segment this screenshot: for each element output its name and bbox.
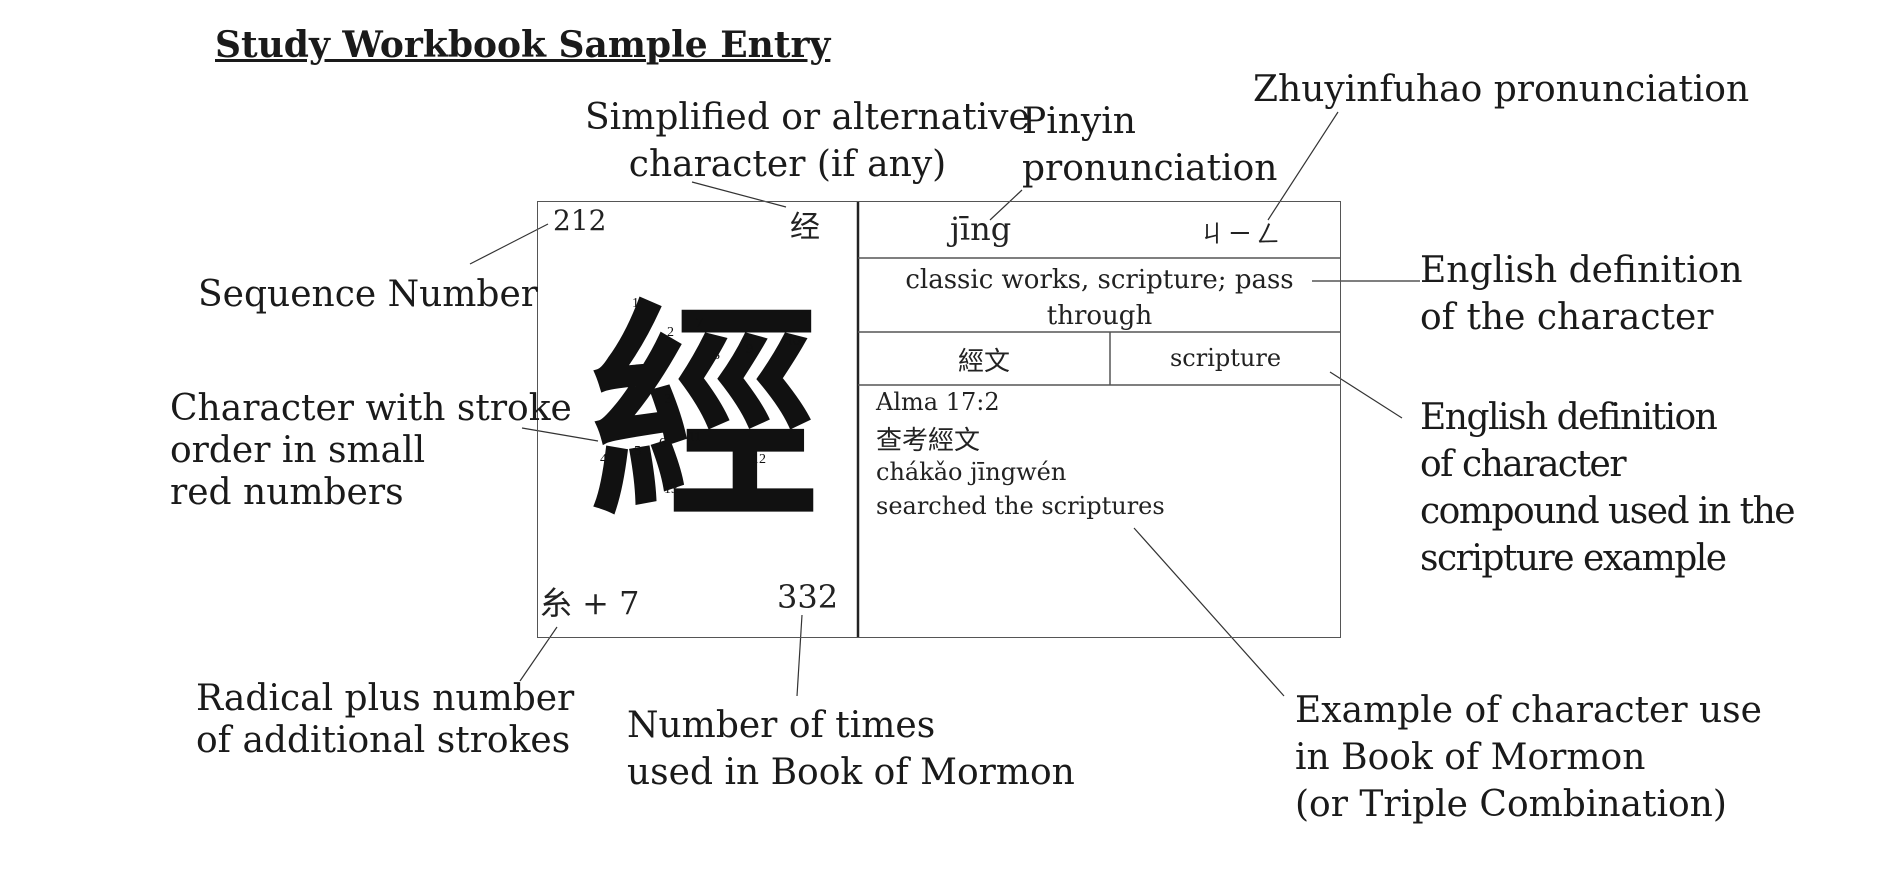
label-line: Pinyin	[1022, 98, 1277, 145]
stroke-number: 5	[634, 444, 641, 460]
example-english: searched the scriptures	[876, 492, 1165, 520]
label-line: Character with stroke	[170, 388, 572, 430]
stroke-number: 9	[746, 342, 753, 358]
label-line: Zhuyinfuhao pronunciation	[1253, 66, 1749, 113]
stroke-number: 12	[752, 452, 766, 468]
label-line: of character	[1420, 441, 1794, 488]
label-line: pronunciation	[1022, 145, 1277, 192]
label-line: Example of character use	[1295, 687, 1762, 734]
label-simplified: Simplified or alternative character (if …	[585, 94, 990, 188]
label-line: character (if any)	[585, 141, 990, 188]
label-line: of the character	[1420, 294, 1743, 341]
label-line: used in Book of Mormon	[627, 749, 1075, 796]
label-line: English definition	[1420, 247, 1743, 294]
compound-definition: scripture	[1110, 344, 1341, 372]
stroke-number: 2	[667, 325, 674, 341]
label-line: red numbers	[170, 472, 572, 514]
label-zhuyin: Zhuyinfuhao pronunciation	[1253, 66, 1749, 113]
label-line: scripture example	[1420, 535, 1794, 582]
times-used-count: 332	[777, 578, 838, 616]
label-compound-def: English definition of character compound…	[1420, 394, 1794, 582]
simplified-character: 经	[790, 202, 820, 246]
pinyin: jīng	[950, 210, 1011, 248]
label-line: Radical plus number	[196, 678, 574, 720]
definition-line: through	[858, 298, 1341, 334]
label-line: Sequence Number	[198, 271, 538, 318]
label-line: in Book of Mormon	[1295, 734, 1762, 781]
zhuyin: ㄐㄧㄥ	[1200, 214, 1284, 249]
label-line: (or Triple Combination)	[1295, 781, 1762, 828]
stroke-number: 11	[688, 430, 701, 446]
stroke-number: 8	[713, 348, 720, 364]
compound-word: 經文	[858, 341, 1110, 378]
character-definition: classic works, scripture; pass through	[858, 262, 1341, 334]
stroke-number: 1	[632, 296, 639, 312]
scripture-reference: Alma 17:2	[876, 388, 1000, 416]
label-line: order in small	[170, 430, 572, 472]
stroke-number: 7	[696, 316, 703, 332]
example-chinese: 查考經文	[876, 420, 980, 457]
definition-line: classic works, scripture; pass	[858, 262, 1341, 298]
label-line: English definition	[1420, 394, 1794, 441]
stroke-number: 13	[664, 482, 678, 498]
radical-plus-strokes: 糸 + 7	[540, 578, 640, 624]
label-sequence: Sequence Number	[198, 271, 538, 318]
stroke-number: 6	[659, 436, 666, 452]
stroke-number: 10	[786, 334, 800, 350]
sequence-number: 212	[553, 204, 606, 237]
stroke-number: 4	[600, 452, 607, 468]
example-pinyin: chákǎo jīngwén	[876, 458, 1066, 486]
label-english-def: English definition of the character	[1420, 247, 1743, 341]
label-line: Number of times	[627, 702, 1075, 749]
label-line: compound used in the	[1420, 488, 1794, 535]
label-pinyin: Pinyin pronunciation	[1022, 98, 1277, 192]
label-stroke-order: Character with stroke order in small red…	[170, 388, 572, 514]
label-example: Example of character use in Book of Morm…	[1295, 687, 1762, 828]
label-times-used: Number of times used in Book of Mormon	[627, 702, 1075, 796]
label-line: of additional strokes	[196, 720, 574, 762]
label-radical: Radical plus number of additional stroke…	[196, 678, 574, 762]
stroke-number: 3	[665, 392, 672, 408]
label-line: Simplified or alternative	[585, 94, 990, 141]
